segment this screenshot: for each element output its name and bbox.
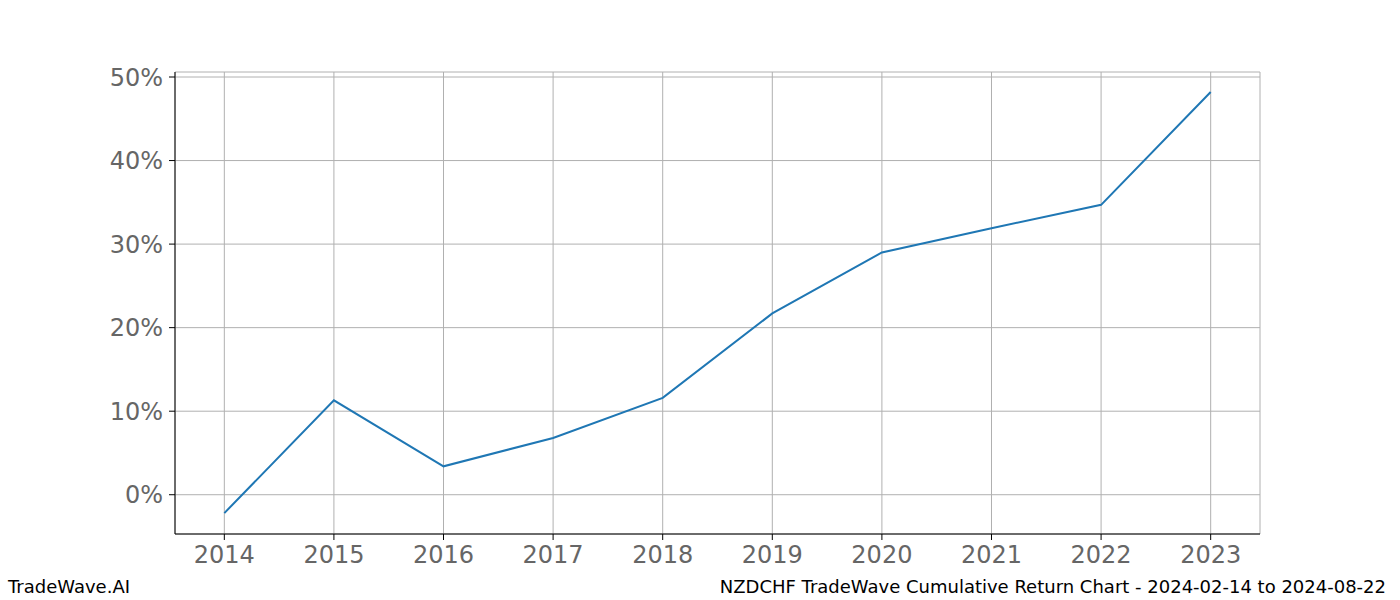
- svg-text:2016: 2016: [413, 541, 474, 569]
- svg-text:2017: 2017: [523, 541, 584, 569]
- svg-text:30%: 30%: [110, 231, 163, 259]
- svg-text:2022: 2022: [1071, 541, 1132, 569]
- html-text:TradeWave.AI: TradeWave.AI: [8, 576, 130, 597]
- svg-text:2019: 2019: [742, 541, 803, 569]
- svg-text:0%: 0%: [125, 481, 163, 509]
- svg-text:2018: 2018: [632, 541, 693, 569]
- svg-text:20%: 20%: [110, 314, 163, 342]
- html-text:NZDCHF TradeWave Cumulative Re: NZDCHF TradeWave Cumulative Return Chart…: [719, 576, 1386, 597]
- svg-text:2023: 2023: [1180, 541, 1241, 569]
- svg-text:2021: 2021: [961, 541, 1022, 569]
- svg-text:10%: 10%: [110, 398, 163, 426]
- svg-text:40%: 40%: [110, 147, 163, 175]
- svg-text:2015: 2015: [303, 541, 364, 569]
- svg-text:2020: 2020: [851, 541, 912, 569]
- svg-text:2014: 2014: [194, 541, 255, 569]
- svg-text:50%: 50%: [110, 64, 163, 92]
